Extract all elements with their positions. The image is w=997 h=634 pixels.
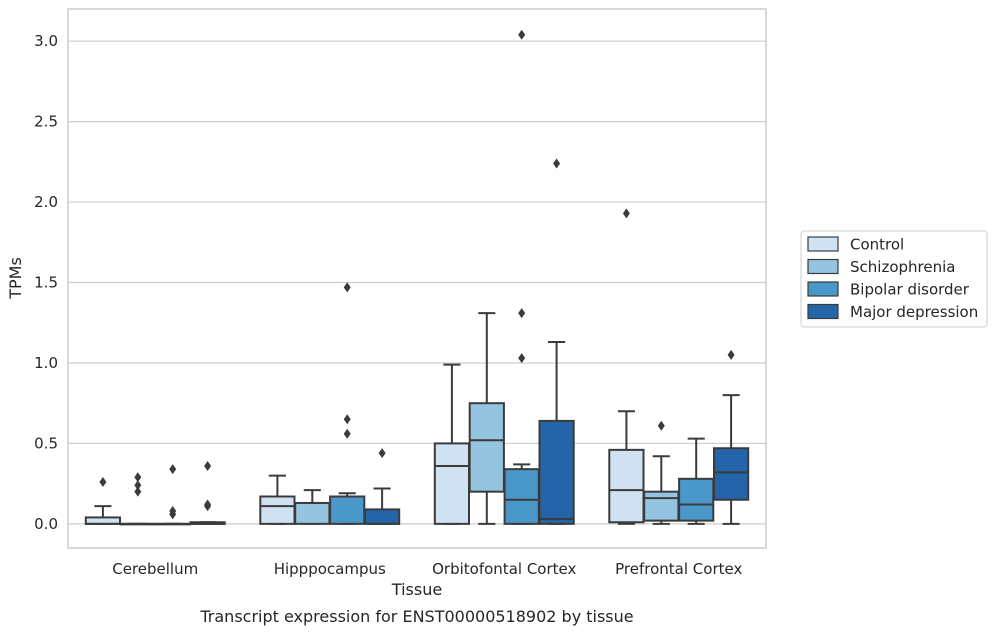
outlier-point (204, 460, 212, 471)
box-group (189, 460, 226, 525)
legend-label: Schizophrenia (850, 258, 955, 276)
grid-lines (68, 40, 766, 525)
legend-swatch (807, 281, 839, 297)
outlier-point (134, 480, 142, 491)
box-group (84, 477, 122, 525)
box-group (363, 448, 401, 525)
outlier-point (518, 353, 526, 364)
outlier-point (343, 414, 351, 425)
outlier-point (518, 29, 526, 40)
box-group (259, 474, 296, 525)
y-tick-label: 3.0 (34, 32, 58, 50)
box-body (712, 447, 750, 501)
outlier-point (343, 428, 351, 439)
y-axis-ticks: 0.0 0.5 1.0 1.5 2.0 2.5 3.0 (34, 32, 58, 533)
box-group (329, 282, 366, 525)
outlier-point (657, 420, 665, 431)
legend-swatch (807, 258, 839, 275)
y-tick-label: 0.5 (34, 434, 58, 452)
x-axis-ticks: Cerebellum Hipppocampus Orbitofontal Corte… (112, 560, 742, 578)
x-tick-label: Cerebellum (112, 560, 198, 578)
box-group (294, 489, 331, 525)
outlier-point (727, 349, 735, 360)
outlier-point (134, 472, 142, 483)
outlier-point (99, 477, 107, 488)
boxes (84, 29, 750, 526)
legend: Control Schizophrenia Bipolar disorder Majo… (800, 230, 988, 328)
box-group (608, 208, 645, 525)
legend-frame (800, 230, 988, 328)
box-body (363, 508, 401, 525)
outlier-point (134, 486, 142, 497)
box-body (329, 495, 366, 525)
box-body (294, 501, 331, 525)
outlier-point (553, 158, 561, 169)
box-body (538, 419, 575, 525)
box-body (678, 477, 715, 522)
x-axis-label: Tissue (391, 580, 442, 599)
box-body (468, 402, 505, 493)
outlier-point (622, 208, 630, 219)
box-body (503, 468, 540, 525)
y-axis-label: TPMs (6, 257, 25, 300)
box-group (154, 464, 191, 526)
box-group (678, 437, 715, 525)
outlier-point (169, 464, 177, 475)
box-group (468, 312, 505, 525)
chart-caption: Transcript expression for ENST0000051890… (199, 607, 633, 626)
y-tick-label: 2.5 (34, 113, 58, 131)
legend-label: Control (850, 236, 904, 254)
y-tick-label: 0.0 (34, 515, 58, 533)
x-tick-label: Orbitofontal Cortex (432, 560, 576, 578)
box-group (643, 420, 680, 525)
outlier-point (343, 282, 351, 293)
box-group (119, 472, 156, 526)
plot-area-frame (67, 8, 767, 549)
outlier-point (378, 448, 386, 459)
box-group (433, 363, 471, 525)
legend-swatch (807, 236, 839, 252)
box-group (538, 158, 575, 525)
y-tick-label: 2.0 (34, 193, 58, 211)
legend-label: Major depression (850, 303, 978, 321)
outlier-point (169, 505, 177, 516)
x-tick-label: Prefrontal Cortex (615, 560, 742, 578)
legend-label: Bipolar disorder (850, 281, 970, 299)
y-tick-label: 1.0 (34, 354, 58, 372)
box-group (503, 29, 540, 525)
outlier-point (518, 308, 526, 319)
box-group (712, 349, 750, 525)
box-body (259, 495, 296, 525)
box-body (608, 448, 645, 524)
outlier-point (204, 499, 212, 510)
box-body (433, 442, 471, 525)
x-tick-label: Hipppocampus (274, 560, 386, 578)
legend-swatch (807, 303, 839, 320)
box-body (643, 490, 680, 522)
y-tick-label: 1.5 (34, 274, 58, 292)
